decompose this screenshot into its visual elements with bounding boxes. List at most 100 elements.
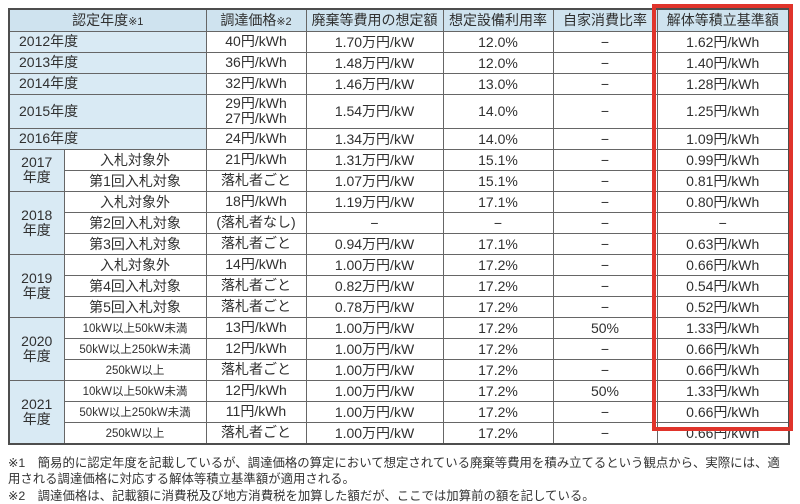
self-consumption-cell: − bbox=[552, 274, 658, 297]
self-consumption-cell: − bbox=[552, 72, 658, 95]
category-cell: 入札対象外 bbox=[63, 148, 207, 171]
waste-cost-cell: 1.00万円/kW bbox=[305, 253, 444, 276]
capacity-factor-cell: 17.2% bbox=[442, 337, 554, 360]
capacity-factor-cell: 13.0% bbox=[442, 72, 554, 95]
reserve-amount-cell: 0.66円/kWh bbox=[656, 421, 790, 444]
table-row: 第4回入札対象 落札者ごと 0.82万円/kW 17.2% −0.54円/kWh bbox=[9, 274, 790, 297]
table-row: 2014年度 32円/kWh 1.46万円/kW 13.0% −1.28円/kWh bbox=[8, 72, 790, 95]
year-cell: 2018 年度 bbox=[8, 190, 65, 255]
waste-cost-cell: 1.54万円/kW bbox=[305, 93, 444, 129]
category-cell: 10kW以上50kW未満 bbox=[63, 316, 207, 339]
waste-cost-cell: 1.48万円/kW bbox=[305, 51, 444, 74]
table-row: 2015年度 29円/kWh 27円/kWh 1.54万円/kW 14.0% −1.25… bbox=[8, 93, 790, 129]
waste-cost-cell: 1.34万円/kW bbox=[305, 127, 444, 150]
reserve-amount-cell: 0.54円/kWh bbox=[656, 274, 790, 297]
self-consumption-cell: − bbox=[552, 337, 658, 360]
procurement-price-cell: 29円/kWh 27円/kWh bbox=[205, 93, 307, 129]
year-cell: 2014年度 bbox=[8, 72, 207, 95]
header-label: 調達価格 bbox=[220, 12, 277, 29]
waste-cost-cell: − bbox=[305, 211, 444, 234]
procurement-price-cell: 落札者ごと bbox=[205, 169, 307, 192]
waste-cost-cell: 0.94万円/kW bbox=[305, 232, 444, 255]
capacity-factor-cell: 17.1% bbox=[442, 190, 554, 213]
footnote-1: ※1 簡易的に認定年度を記載しているが、調達価格の算定において想定されている廃棄… bbox=[8, 455, 780, 486]
waste-cost-cell: 1.00万円/kW bbox=[305, 379, 444, 402]
category-cell: 250kW以上 bbox=[63, 421, 207, 444]
capacity-factor-cell: 15.1% bbox=[442, 169, 554, 192]
table-row: 250kW以上 落札者ごと 1.00万円/kW 17.2% −0.66円/kWh bbox=[9, 358, 790, 381]
self-consumption-cell: − bbox=[552, 253, 658, 276]
year-cell: 2015年度 bbox=[8, 93, 207, 129]
capacity-factor-cell: 17.2% bbox=[442, 400, 554, 423]
capacity-factor-cell: 17.2% bbox=[442, 316, 554, 339]
waste-cost-cell: 1.00万円/kW bbox=[305, 421, 444, 444]
table-row: 第5回入札対象 落札者ごと 0.78万円/kW 17.2% −0.52円/kWh bbox=[9, 295, 790, 318]
self-consumption-cell: − bbox=[552, 400, 658, 423]
col-header-certification-year: 認定年度※1 bbox=[8, 8, 207, 32]
procurement-price-cell: 40円/kWh bbox=[205, 30, 307, 53]
procurement-price-cell: 落札者ごと bbox=[205, 232, 307, 255]
capacity-factor-cell: 17.2% bbox=[442, 274, 554, 297]
table-row: 250kW以上 落札者ごと 1.00万円/kW 17.2% −0.66円/kWh bbox=[9, 421, 790, 444]
self-consumption-cell: 50% bbox=[552, 379, 658, 402]
category-cell: 第2回入札対象 bbox=[63, 211, 207, 234]
category-cell: 第3回入札対象 bbox=[63, 232, 207, 255]
reserve-amount-cell: 1.25円/kWh bbox=[656, 93, 790, 129]
year-cell: 2019 年度 bbox=[8, 253, 65, 318]
waste-cost-cell: 1.00万円/kW bbox=[305, 337, 444, 360]
table-row: 2017 年度 入札対象外 21円/kWh 1.31万円/kW 15.1% −0.99円/… bbox=[8, 148, 790, 192]
table-row: 2019 年度 入札対象外 14円/kWh 1.00万円/kW 17.2% −0.66円/… bbox=[8, 253, 790, 318]
capacity-factor-cell: − bbox=[442, 211, 554, 234]
header-label: 想定設備利用率 bbox=[449, 12, 547, 29]
procurement-price-cell: 14円/kWh bbox=[205, 253, 307, 276]
capacity-factor-cell: 12.0% bbox=[442, 51, 554, 74]
reserve-amount-cell: 0.66円/kWh bbox=[656, 400, 790, 423]
reserve-amount-cell: 0.66円/kWh bbox=[656, 337, 790, 360]
capacity-factor-cell: 17.2% bbox=[442, 379, 554, 402]
self-consumption-cell: − bbox=[552, 358, 658, 381]
self-consumption-cell: − bbox=[552, 169, 658, 192]
reserve-amount-cell: 0.52円/kWh bbox=[656, 295, 790, 318]
procurement-price-cell: 落札者ごと bbox=[205, 421, 307, 444]
procurement-price-cell: 12円/kWh bbox=[205, 379, 307, 402]
table-row: 50kW以上250kW未満 12円/kWh 1.00万円/kW 17.2% −0.66円… bbox=[9, 337, 790, 360]
waste-cost-cell: 1.70万円/kW bbox=[305, 30, 444, 53]
table-row: 第3回入札対象 落札者ごと 0.94万円/kW 17.1% −0.63円/kWh bbox=[9, 232, 790, 255]
year-cell: 2017 年度 bbox=[8, 148, 65, 192]
year-cell: 2013年度 bbox=[8, 51, 207, 74]
self-consumption-cell: − bbox=[552, 232, 658, 255]
category-cell: 50kW以上250kW未満 bbox=[63, 400, 207, 423]
year-cell: 2012年度 bbox=[8, 30, 207, 53]
reserve-amount-cell: 1.40円/kWh bbox=[656, 51, 790, 74]
reserve-amount-cell: 0.80円/kWh bbox=[656, 190, 790, 213]
procurement-price-cell: 落札者ごと bbox=[205, 295, 307, 318]
table-row: 2012年度 40円/kWh 1.70万円/kW 12.0% −1.62円/kWh bbox=[8, 30, 790, 53]
header-label: 解体等積立基準額 bbox=[666, 12, 779, 29]
procurement-price-cell: 21円/kWh bbox=[205, 148, 307, 171]
col-header-procurement-price: 調達価格※2 bbox=[205, 8, 307, 32]
reserve-amount-cell: 0.63円/kWh bbox=[656, 232, 790, 255]
reserve-amount-cell: 1.33円/kWh bbox=[656, 316, 790, 339]
waste-cost-cell: 0.78万円/kW bbox=[305, 295, 444, 318]
col-header-waste-cost-estimate: 廃棄等費用の想定額 bbox=[305, 8, 444, 32]
category-cell: 第5回入札対象 bbox=[63, 295, 207, 318]
self-consumption-cell: − bbox=[552, 127, 658, 150]
capacity-factor-cell: 14.0% bbox=[442, 93, 554, 129]
procurement-price-cell: 13円/kWh bbox=[205, 316, 307, 339]
procurement-price-cell: 落札者ごと bbox=[205, 358, 307, 381]
capacity-factor-cell: 17.1% bbox=[442, 232, 554, 255]
table-row: 2013年度 36円/kWh 1.48万円/kW 12.0% −1.40円/kWh bbox=[8, 51, 790, 74]
self-consumption-cell: − bbox=[552, 93, 658, 129]
waste-cost-cell: 1.00万円/kW bbox=[305, 358, 444, 381]
reserve-amount-cell: 1.09円/kWh bbox=[656, 127, 790, 150]
header-note: ※2 bbox=[276, 16, 292, 29]
capacity-factor-cell: 14.0% bbox=[442, 127, 554, 150]
category-cell: 50kW以上250kW未満 bbox=[63, 337, 207, 360]
self-consumption-cell: − bbox=[552, 190, 658, 213]
reserve-amount-cell: 1.33円/kWh bbox=[656, 379, 790, 402]
header-label: 廃棄等費用の想定額 bbox=[311, 12, 438, 29]
table-row: 第2回入札対象 (落札者なし) − − − − bbox=[9, 211, 790, 234]
procurement-price-cell: 24円/kWh bbox=[205, 127, 307, 150]
procurement-price-cell: 落札者ごと bbox=[205, 274, 307, 297]
